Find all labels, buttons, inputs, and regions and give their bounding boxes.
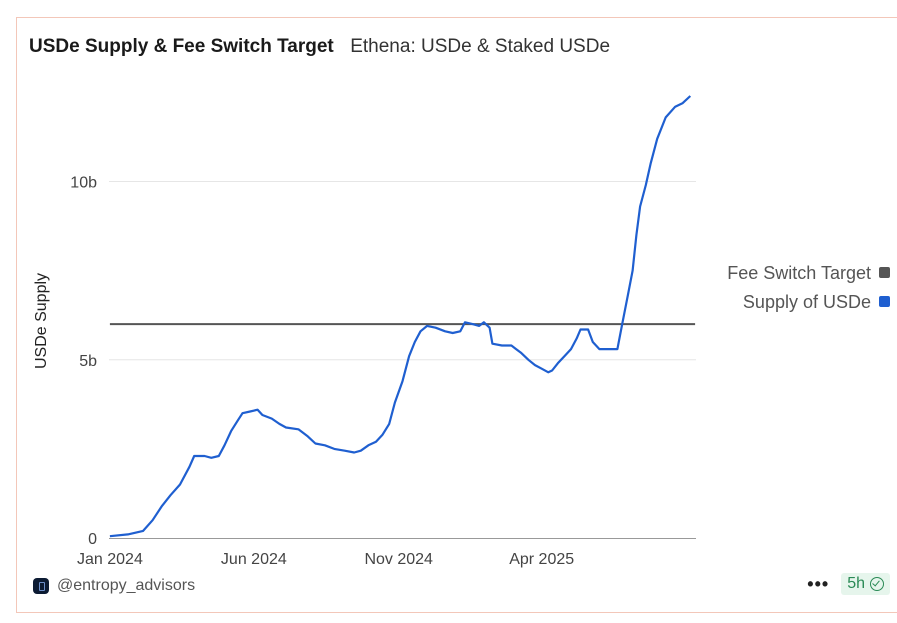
x-tick-label: Apr 2025	[509, 551, 574, 568]
legend-swatch[interactable]	[879, 267, 890, 278]
x-tick-label: Jan 2024	[77, 551, 143, 568]
card-actions: ••• 5h	[807, 573, 890, 595]
author-avatar	[33, 578, 49, 594]
author-handle[interactable]: @entropy_advisors	[57, 577, 196, 594]
gridlines	[109, 181, 696, 361]
usde-supply-line	[109, 95, 692, 538]
y-tick-label: 0	[88, 531, 97, 548]
refresh-age-badge[interactable]: 5h	[841, 573, 890, 595]
legend-label[interactable]: Supply of USDe	[743, 292, 871, 312]
y-axis-title: USDe Supply	[33, 273, 50, 369]
axes: 0 5b 10b Jan 2024 Jun 2024 Nov 2024 Apr 2025 US…	[33, 175, 696, 568]
chart-subtitle: Ethena: USDe & Staked USDe	[350, 36, 611, 57]
legend[interactable]: Fee Switch Target Supply of USDe	[727, 263, 890, 312]
author-attribution[interactable]: @entropy_advisors	[33, 577, 195, 595]
y-tick-label: 5b	[79, 353, 97, 370]
line-chart: 0 5b 10b Jan 2024 Jun 2024 Nov 2024 Apr 2025 US…	[33, 95, 890, 568]
y-tick-label: 10b	[70, 175, 97, 192]
series-lines	[109, 95, 696, 538]
chart-title: USDe Supply & Fee Switch Target	[29, 36, 334, 57]
chart-header: USDe Supply & Fee Switch Target Ethena: …	[29, 36, 610, 58]
x-tick-label: Jun 2024	[221, 551, 287, 568]
legend-label[interactable]: Fee Switch Target	[727, 263, 871, 283]
legend-swatch[interactable]	[879, 296, 890, 307]
check-circle-icon	[870, 577, 884, 591]
x-tick-label: Nov 2024	[364, 551, 433, 568]
refresh-age-text: 5h	[847, 575, 865, 592]
chart-card: USDe Supply & Fee Switch Target Ethena: …	[16, 17, 897, 613]
more-options-button[interactable]: •••	[807, 573, 830, 594]
